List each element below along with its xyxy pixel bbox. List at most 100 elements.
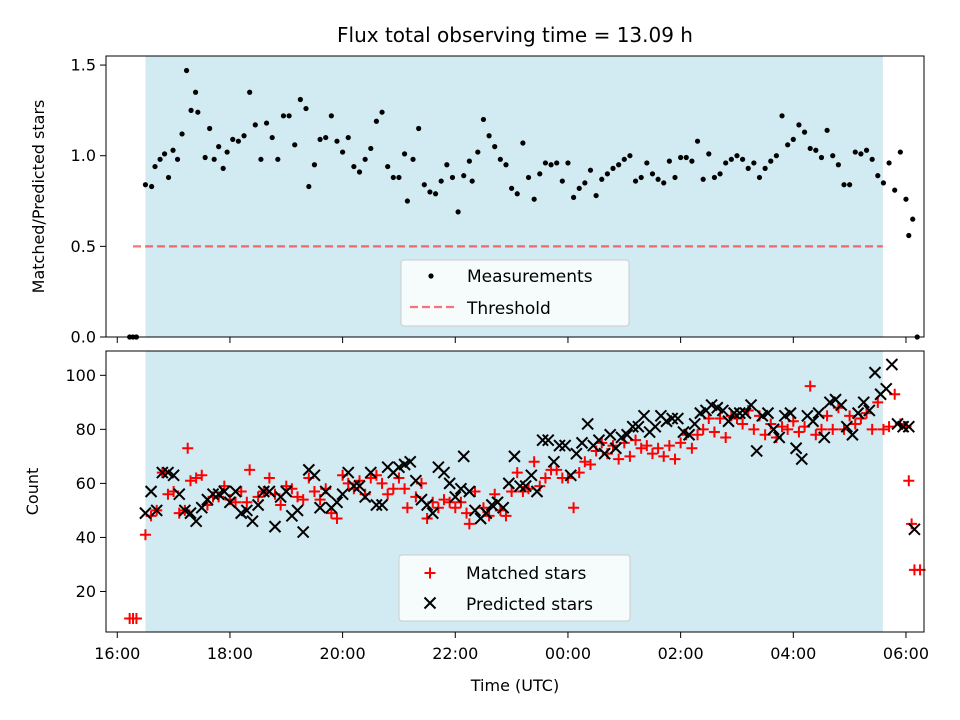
measurement-point	[807, 145, 813, 152]
measurement-point	[174, 156, 181, 162]
matched-star-point	[708, 426, 720, 438]
predicted-star-point	[688, 417, 701, 431]
matched-star-point	[399, 483, 411, 495]
measurement-point	[280, 113, 287, 119]
measurement-point	[570, 194, 577, 201]
matched-star-point	[804, 380, 816, 392]
predicted-star-point	[581, 417, 594, 431]
measurement-point	[334, 138, 340, 144]
matched-star-point	[387, 483, 399, 495]
matched-star-point	[263, 472, 275, 484]
matched-star-point	[782, 423, 794, 435]
measurement-point	[694, 138, 701, 144]
matched-star-point	[461, 507, 473, 519]
matched-star-point	[776, 421, 788, 433]
measurement-point	[235, 138, 241, 144]
legend-matched-marker	[424, 567, 436, 579]
measurement-point	[768, 158, 774, 164]
measurement-point	[689, 158, 695, 164]
x-tick-label: 02:00	[658, 644, 704, 663]
predicted-star-point	[370, 498, 383, 512]
predicted-star-point	[449, 490, 462, 504]
matched-star-point	[196, 469, 208, 481]
predicted-star-point	[902, 420, 915, 433]
matched-star-point	[827, 423, 839, 435]
measurement-point	[801, 129, 808, 135]
measurement-point	[497, 156, 503, 162]
matched-star-point	[297, 494, 309, 506]
predicted-star-point	[733, 406, 746, 420]
measurement-point	[165, 174, 172, 181]
matched-star-point	[686, 442, 698, 454]
predicted-star-point	[404, 455, 417, 468]
predicted-star-point	[454, 482, 468, 496]
matched-star-point	[675, 437, 687, 449]
measurement-point	[869, 156, 875, 162]
y-tick-label: 20	[76, 582, 96, 601]
measurement-point	[604, 171, 610, 177]
matched-star-point	[635, 442, 647, 454]
measurement-point	[241, 133, 247, 139]
measurement-point	[875, 173, 881, 179]
count-panel: 20 40 60 80 100 16:00 18:00 20:00 22:00 00:00 02:…	[23, 350, 929, 695]
predicted-star-point	[353, 479, 366, 493]
measurement-point	[520, 140, 526, 146]
predicted-star-point	[851, 406, 865, 420]
matched-star-point	[500, 510, 512, 522]
matched-star-point	[241, 496, 253, 508]
predicted-star-point	[857, 396, 870, 409]
predicted-star-point	[637, 409, 651, 423]
predicted-star-point	[896, 420, 910, 433]
matched-star-point	[190, 472, 202, 484]
predicted-star-point	[547, 455, 561, 468]
matched-star-point	[139, 529, 151, 541]
predicted-star-point	[144, 485, 158, 498]
matched-star-point	[489, 488, 501, 500]
measurement-point	[734, 153, 740, 159]
predicted-star-point	[508, 450, 521, 463]
y-tick-label: 100	[65, 366, 96, 385]
measurement-point	[211, 156, 217, 162]
predicted-star-point	[665, 412, 679, 425]
measurement-point	[292, 142, 298, 148]
matched-star-point	[275, 499, 287, 511]
predicted-star-point	[347, 479, 361, 493]
predicted-star-point	[525, 469, 538, 482]
predicted-star-point	[885, 358, 899, 371]
ratio-y-axis-label: Matched/Predicted stars	[29, 100, 48, 294]
matched-star-point	[528, 456, 540, 468]
measurement-point	[297, 96, 303, 103]
measurement-point	[751, 160, 757, 166]
matched-star-point	[748, 423, 760, 435]
measurement-point	[892, 187, 898, 193]
matched-star-point	[308, 486, 320, 497]
measurement-point	[841, 182, 847, 188]
matched-star-point	[162, 488, 174, 500]
measurement-point	[461, 173, 467, 179]
predicted-star-point	[784, 406, 797, 420]
predicted-star-point	[868, 366, 882, 379]
measurement-point	[195, 109, 201, 115]
x-tick-label: 04:00	[770, 644, 816, 663]
matched-star-point	[421, 513, 433, 525]
matched-star-point	[872, 396, 884, 408]
matched-star-point	[280, 480, 292, 492]
measurement-point	[762, 165, 768, 171]
measurement-point	[396, 174, 402, 181]
matched-star-point	[235, 486, 247, 497]
measurement-point	[188, 107, 194, 113]
matched-star-point	[866, 423, 878, 435]
matched-star-point	[463, 518, 475, 530]
predicted-star-point	[280, 485, 293, 498]
legend-label: Threshold	[466, 299, 551, 319]
measurement-point	[368, 145, 374, 152]
legend-predicted-marker	[423, 596, 437, 610]
measurement-point	[863, 147, 870, 153]
measurement-point	[509, 185, 515, 191]
measurement-point	[157, 156, 163, 162]
measurement-point	[531, 196, 537, 202]
predicted-star-point	[426, 506, 439, 520]
measurement-point	[542, 160, 549, 166]
measurement-point	[779, 113, 785, 119]
predicted-star-point	[139, 506, 152, 520]
